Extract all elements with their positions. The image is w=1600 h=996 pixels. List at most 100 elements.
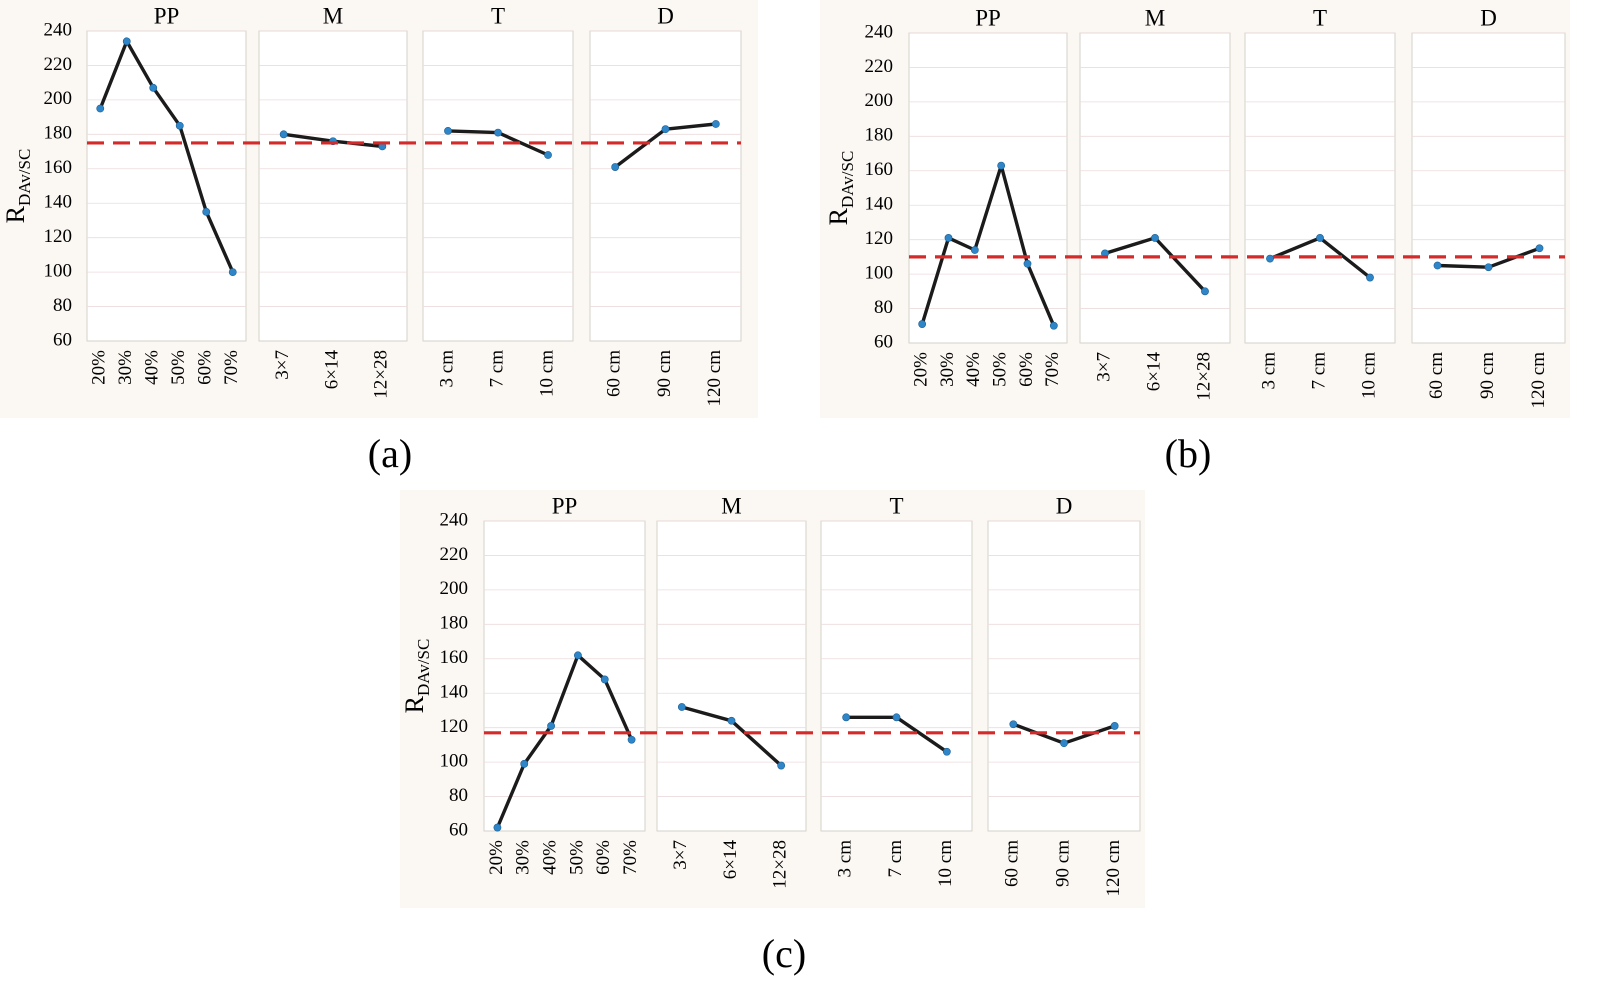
data-point [228, 268, 237, 277]
chart-a: 60 80 100 120 140 160 180 200 220 240 RDAv/SC PP 20%… [0, 0, 758, 476]
y-axis-label-main: R [824, 207, 853, 225]
x-tick-label: 6×14 [1143, 352, 1164, 392]
x-tick-label: 3 cm [835, 840, 856, 878]
y-tick-label: 180 [440, 613, 469, 634]
y-axis-label: RDAv/SC [1, 149, 34, 224]
data-point [997, 161, 1006, 170]
y-axis-label-subscript: DAv/SC [414, 639, 433, 696]
data-point [727, 716, 736, 725]
x-tick-label: 10 cm [536, 350, 557, 397]
panel-title: PP [552, 493, 578, 518]
panel-title: D [657, 3, 674, 28]
y-axis-label-main: R [1, 205, 30, 223]
y-tick-label: 240 [44, 19, 73, 40]
data-point [1009, 720, 1018, 729]
y-tick-label: 200 [44, 88, 73, 109]
x-tick-label: 120 cm [1103, 840, 1124, 897]
panel-t: T 3 cm 7 cm 10 cm [1244, 5, 1396, 399]
panel-frame [1079, 32, 1231, 344]
panel-m: M 3×7 6×14 12×28 [656, 493, 807, 889]
panel-title: D [1480, 5, 1497, 30]
y-tick-label: 80 [874, 297, 893, 318]
x-tick-label: 50% [990, 352, 1011, 387]
data-point [1023, 259, 1032, 268]
data-point [711, 120, 720, 128]
x-tick-label: 50% [168, 350, 189, 385]
panel-frame [1411, 32, 1566, 344]
y-tick-label: 160 [865, 159, 894, 180]
y-tick-label: 120 [440, 716, 469, 737]
x-tick-label: 60% [195, 350, 216, 385]
panel-title: T [889, 493, 903, 518]
data-point [942, 747, 951, 756]
x-tick-label: 7 cm [885, 840, 906, 878]
panel-frame [820, 520, 973, 832]
x-tick-label: 30% [115, 350, 136, 385]
panel-title: PP [975, 5, 1001, 30]
panel-title: T [1313, 5, 1327, 30]
y-tick-label: 180 [865, 125, 894, 146]
y-tick-label: 120 [44, 226, 73, 247]
data-point [627, 735, 636, 744]
y-tick-label: 220 [44, 54, 73, 75]
data-point [661, 125, 670, 134]
data-point [611, 163, 620, 171]
data-point [122, 37, 131, 46]
x-tick-label: 6×14 [321, 350, 342, 390]
y-tick-label: 240 [865, 21, 894, 42]
x-tick-label: 3 cm [436, 350, 457, 388]
y-tick-label: 140 [44, 192, 73, 213]
data-point [202, 207, 211, 216]
chart-caption: (c) [762, 931, 806, 976]
y-tick-label: 100 [44, 260, 73, 281]
data-point [574, 651, 582, 660]
data-point [918, 320, 927, 328]
chart-caption: (a) [368, 431, 412, 476]
panel-title: PP [154, 3, 180, 28]
y-tick-label: 60 [449, 819, 468, 840]
data-point [547, 722, 555, 730]
x-tick-label: 12×28 [770, 840, 791, 889]
y-tick-label: 240 [440, 509, 469, 530]
data-point [892, 713, 901, 722]
series-line [495, 653, 634, 830]
y-tick-label: 60 [53, 329, 72, 350]
y-tick-label: 100 [440, 750, 469, 771]
y-axis-label: RDAv/SC [824, 151, 857, 226]
data-point [544, 151, 552, 159]
x-tick-label: 60 cm [1002, 840, 1023, 887]
panel-m: M 3×7 6×14 12×28 [258, 3, 408, 399]
x-tick-label: 60 cm [1426, 352, 1447, 399]
x-tick-label: 90 cm [1052, 840, 1073, 887]
panel-title: M [323, 3, 343, 28]
y-tick-label: 140 [865, 194, 894, 215]
series-line [920, 163, 1056, 328]
x-tick-label: 30% [513, 840, 534, 875]
data-point [1366, 273, 1374, 282]
data-point [842, 713, 851, 722]
panel-title: D [1056, 493, 1073, 518]
x-tick-label: 20% [89, 350, 110, 385]
panel-frame [987, 520, 1141, 832]
x-tick-label: 12×28 [371, 350, 392, 399]
y-tick-label: 80 [53, 295, 72, 316]
data-point [96, 104, 105, 113]
data-point [1049, 321, 1058, 330]
panel-frame [656, 520, 807, 832]
panel-title: M [721, 493, 741, 518]
y-tick-label: 200 [865, 90, 894, 111]
x-tick-label: 20% [486, 840, 507, 875]
x-tick-label: 20% [911, 352, 932, 387]
data-point [970, 246, 979, 254]
data-point [777, 761, 786, 770]
panel-frame [422, 30, 574, 342]
x-tick-label: 90 cm [1477, 352, 1498, 399]
data-point [1110, 722, 1119, 730]
panel-frame [589, 30, 742, 342]
x-tick-label: 10 cm [1358, 352, 1379, 399]
y-tick-label: 100 [865, 262, 894, 283]
y-tick-label: 220 [865, 56, 894, 77]
data-point [1266, 254, 1274, 263]
